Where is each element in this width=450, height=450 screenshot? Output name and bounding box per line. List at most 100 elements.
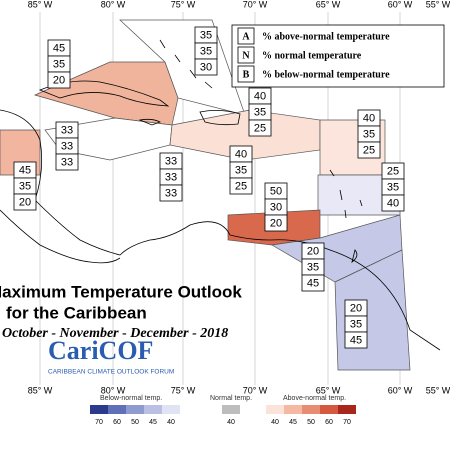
colorbar-tick: 60 <box>325 419 333 426</box>
legend-box <box>231 24 445 88</box>
legend-text: % normal temperature <box>262 50 362 61</box>
probability-value: 25 <box>387 165 399 177</box>
colorbar-swatch <box>90 405 108 414</box>
lon-label-top: 60° W <box>388 0 413 9</box>
colorbar-tick: 45 <box>289 419 297 426</box>
probability-value: 45 <box>350 334 362 346</box>
colorbar-tick: 60 <box>113 419 121 426</box>
lon-label-bottom: 85° W <box>28 385 53 395</box>
colorbar-tick: 50 <box>307 419 315 426</box>
logo-name: CariCOF <box>48 336 153 365</box>
lon-label-top: 55° W <box>426 0 450 9</box>
probability-value: 35 <box>350 318 362 330</box>
probability-value: 25 <box>363 144 375 156</box>
lon-label-top: 65° W <box>316 0 341 9</box>
probability-value: 30 <box>200 61 212 73</box>
probability-value: 45 <box>19 164 31 176</box>
colorbar-tick: 50 <box>131 419 139 426</box>
probability-box <box>344 331 368 349</box>
lon-label-top: 75° W <box>171 0 196 9</box>
probability-value: 40 <box>387 197 399 209</box>
probability-value: 50 <box>270 185 282 197</box>
probability-value: 30 <box>270 201 282 213</box>
probability-box <box>301 274 325 292</box>
title-line1: Maximum Temperature Outlook <box>0 282 242 301</box>
legend-letter: A <box>242 31 250 42</box>
colorbar-above-label: Above-normal temp. <box>283 395 346 402</box>
colorbar-tick: 70 <box>95 419 103 426</box>
probability-value: 33 <box>165 171 177 183</box>
probability-value: 40 <box>363 112 375 124</box>
colorbar-swatch <box>266 405 284 414</box>
lon-label-top: 80° W <box>101 0 126 9</box>
colorbar-swatch <box>144 405 162 414</box>
probability-box <box>13 193 37 211</box>
legend-key <box>237 65 255 83</box>
probability-value: 35 <box>200 45 212 57</box>
logo-tagline: CARIBBEAN CLIMATE OUTLOOK FORUM <box>48 369 174 376</box>
probability-box <box>357 141 381 159</box>
probability-value: 35 <box>200 29 212 41</box>
colorbar-tick: 40 <box>167 419 175 426</box>
lon-label-top: 85° W <box>28 0 53 9</box>
probability-box <box>159 184 183 202</box>
probability-value: 45 <box>53 42 65 54</box>
probability-value: 35 <box>53 58 65 70</box>
lon-label-bottom: 55° W <box>426 385 450 395</box>
colorbar-swatch <box>126 405 144 414</box>
colorbar-below-label: Below-normal temp. <box>100 395 162 402</box>
legend-key <box>237 46 255 64</box>
probability-box <box>47 71 71 89</box>
probability-value: 25 <box>235 180 247 192</box>
title-line2: for the Caribbean <box>6 303 147 322</box>
title-period: October - November - December - 2018 <box>2 326 228 341</box>
lon-label-bottom: 75° W <box>171 385 196 395</box>
probability-value: 20 <box>53 74 65 86</box>
colorbar-tick: 70 <box>343 419 351 426</box>
probability-value: 20 <box>270 217 282 229</box>
colorbar-swatch <box>222 405 240 414</box>
probability-value: 33 <box>61 140 73 152</box>
probability-box <box>229 177 253 195</box>
colorbar-tick: 45 <box>149 419 157 426</box>
probability-value: 35 <box>19 180 31 192</box>
lon-label-bottom: 80° W <box>101 385 126 395</box>
legend-letter: N <box>242 50 250 61</box>
probability-box <box>55 153 79 171</box>
probability-box <box>194 58 218 76</box>
colorbar-tick: 40 <box>271 419 279 426</box>
probability-value: 33 <box>61 156 73 168</box>
colorbar-swatch <box>108 405 126 414</box>
lon-label-bottom: 65° W <box>316 385 341 395</box>
probability-value: 33 <box>165 155 177 167</box>
lon-label-bottom: 60° W <box>388 385 413 395</box>
probability-value: 40 <box>254 90 266 102</box>
probability-value: 35 <box>363 128 375 140</box>
probability-value: 35 <box>387 181 399 193</box>
colorbar-swatch <box>338 405 356 414</box>
probability-value: 45 <box>307 277 319 289</box>
colorbar-swatch <box>320 405 338 414</box>
colorbar-tick: 40 <box>227 419 235 426</box>
colorbar-swatch <box>162 405 180 414</box>
colorbar-normal-label: Normal temp. <box>210 395 252 402</box>
probability-value: 33 <box>165 187 177 199</box>
lon-label-bottom: 70° W <box>243 385 268 395</box>
probability-box <box>248 119 272 137</box>
probability-value: 25 <box>254 122 266 134</box>
colorbar-swatch <box>284 405 302 414</box>
legend-text: % below-normal temperature <box>262 69 390 80</box>
probability-value: 20 <box>307 245 319 257</box>
probability-value: 20 <box>350 302 362 314</box>
legend-text: % above-normal temperature <box>262 31 390 42</box>
lon-label-top: 70° W <box>243 0 268 9</box>
probability-box <box>381 194 405 212</box>
colorbar-swatch <box>302 405 320 414</box>
legend-letter: B <box>243 69 250 80</box>
probability-box <box>264 214 288 232</box>
legend-key <box>237 27 255 45</box>
probability-value: 35 <box>307 261 319 273</box>
probability-value: 40 <box>235 148 247 160</box>
probability-value: 35 <box>254 106 266 118</box>
